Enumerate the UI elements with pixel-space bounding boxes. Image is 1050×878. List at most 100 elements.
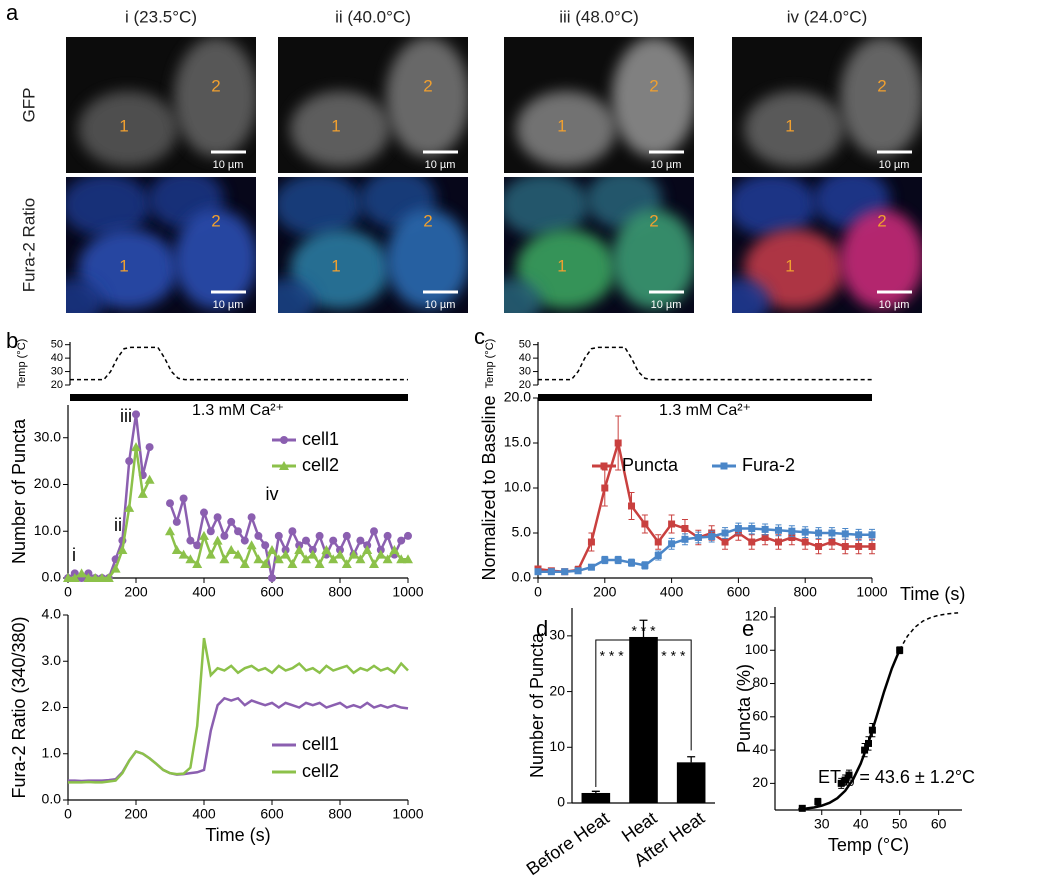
- point: [348, 549, 359, 559]
- point: [668, 540, 676, 548]
- point: [261, 541, 270, 550]
- point: [403, 554, 413, 564]
- point: [587, 563, 595, 571]
- point: [828, 529, 836, 537]
- point: [837, 779, 845, 787]
- cell-label: 1: [557, 256, 566, 275]
- point: [628, 559, 636, 567]
- point: [301, 554, 311, 564]
- y-tick-label: 2.0: [42, 698, 62, 714]
- significance-label: * * *: [661, 648, 686, 664]
- x-tick-label: 1000: [392, 584, 423, 600]
- cell-label: 1: [557, 116, 566, 135]
- point: [801, 538, 809, 546]
- point: [117, 544, 128, 554]
- point: [227, 517, 236, 526]
- point: [601, 484, 609, 492]
- point: [601, 556, 609, 564]
- point: [828, 538, 836, 546]
- legend-marker: [279, 461, 289, 470]
- micrograph: 1 2 10 µm: [66, 37, 256, 173]
- panel-label: d: [536, 616, 548, 641]
- point: [83, 573, 94, 582]
- significance-label: * * *: [600, 648, 625, 664]
- point: [534, 568, 542, 576]
- column-label: i (23.5°C): [125, 7, 197, 26]
- point: [356, 536, 365, 545]
- x-tick-label: 400: [192, 584, 216, 600]
- y-tick-label: 15.0: [504, 434, 531, 450]
- x-tick-label: 600: [260, 584, 284, 600]
- cell-label: 2: [877, 211, 886, 230]
- cell-label: 2: [877, 76, 886, 95]
- y-tick-label: 20.0: [504, 389, 531, 405]
- cell: [290, 91, 390, 167]
- calcium-label: 1.3 mM Ca²⁺: [659, 402, 751, 419]
- panel-label: e: [742, 616, 754, 641]
- x-tick-label: 400: [660, 584, 684, 600]
- y-axis-label: Puncta (%): [734, 664, 754, 753]
- point: [125, 457, 134, 466]
- point: [171, 544, 182, 554]
- point: [681, 525, 689, 532]
- point: [260, 558, 271, 568]
- x-tick-label: 0: [534, 584, 542, 600]
- x-tick-label: 30: [814, 816, 830, 832]
- y-tick-label: 40: [51, 352, 63, 364]
- point: [841, 776, 849, 784]
- y-tick-label: 30: [549, 627, 565, 643]
- y-tick-label: 100: [745, 641, 769, 657]
- point: [247, 513, 256, 522]
- x-tick-label: 800: [328, 584, 352, 600]
- cell: [744, 229, 844, 309]
- point: [335, 549, 345, 559]
- point: [76, 568, 87, 578]
- y-tick-label: 20: [51, 379, 63, 391]
- point: [868, 531, 876, 539]
- cell: [612, 209, 694, 309]
- panel-label: a: [6, 0, 19, 25]
- point: [200, 508, 208, 517]
- point: [254, 531, 263, 540]
- row-label: GFP: [19, 88, 38, 123]
- point: [654, 538, 662, 546]
- panel-label: b: [6, 328, 18, 353]
- point: [294, 544, 305, 554]
- cell-label: 2: [649, 211, 658, 230]
- y-axis-label: Temp (°C): [16, 339, 28, 389]
- micrograph: 1 2 10 µm: [278, 177, 468, 313]
- y-tick-label: 80: [752, 674, 768, 690]
- legend-label: Fura-2: [742, 455, 795, 475]
- point: [389, 544, 400, 554]
- y-tick-label: 30: [51, 365, 63, 377]
- calcium-bar: [538, 394, 872, 401]
- cell: [744, 91, 844, 167]
- y-axis-label: Number of Puncta: [527, 632, 547, 778]
- point: [268, 574, 276, 582]
- point: [205, 549, 216, 559]
- y-tick-label: 1.0: [42, 744, 62, 760]
- fit-annotation: ET50 = 43.6 ± 1.2°C: [818, 767, 975, 789]
- point: [240, 536, 249, 545]
- point: [748, 525, 756, 532]
- micrograph: 1 2 10 µm: [66, 177, 256, 313]
- y-tick-label: 0.0: [42, 791, 62, 807]
- point: [774, 538, 782, 546]
- cell: [278, 177, 363, 237]
- point: [288, 527, 297, 536]
- point: [166, 499, 174, 508]
- point: [69, 573, 80, 582]
- y-tick-label: 20: [549, 682, 565, 698]
- cell: [516, 229, 616, 309]
- legend-label: cell2: [302, 761, 339, 781]
- x-tick-label: 60: [931, 816, 947, 832]
- point: [328, 554, 339, 564]
- column-label: iii (48.0°C): [559, 7, 639, 26]
- point: [574, 567, 582, 575]
- point: [185, 554, 196, 564]
- cell-label: 2: [423, 211, 432, 230]
- y-tick-label: 50: [51, 339, 63, 351]
- cell-label: 1: [331, 116, 340, 135]
- cell: [66, 278, 104, 313]
- micrograph: 1 2 10 µm: [504, 177, 694, 313]
